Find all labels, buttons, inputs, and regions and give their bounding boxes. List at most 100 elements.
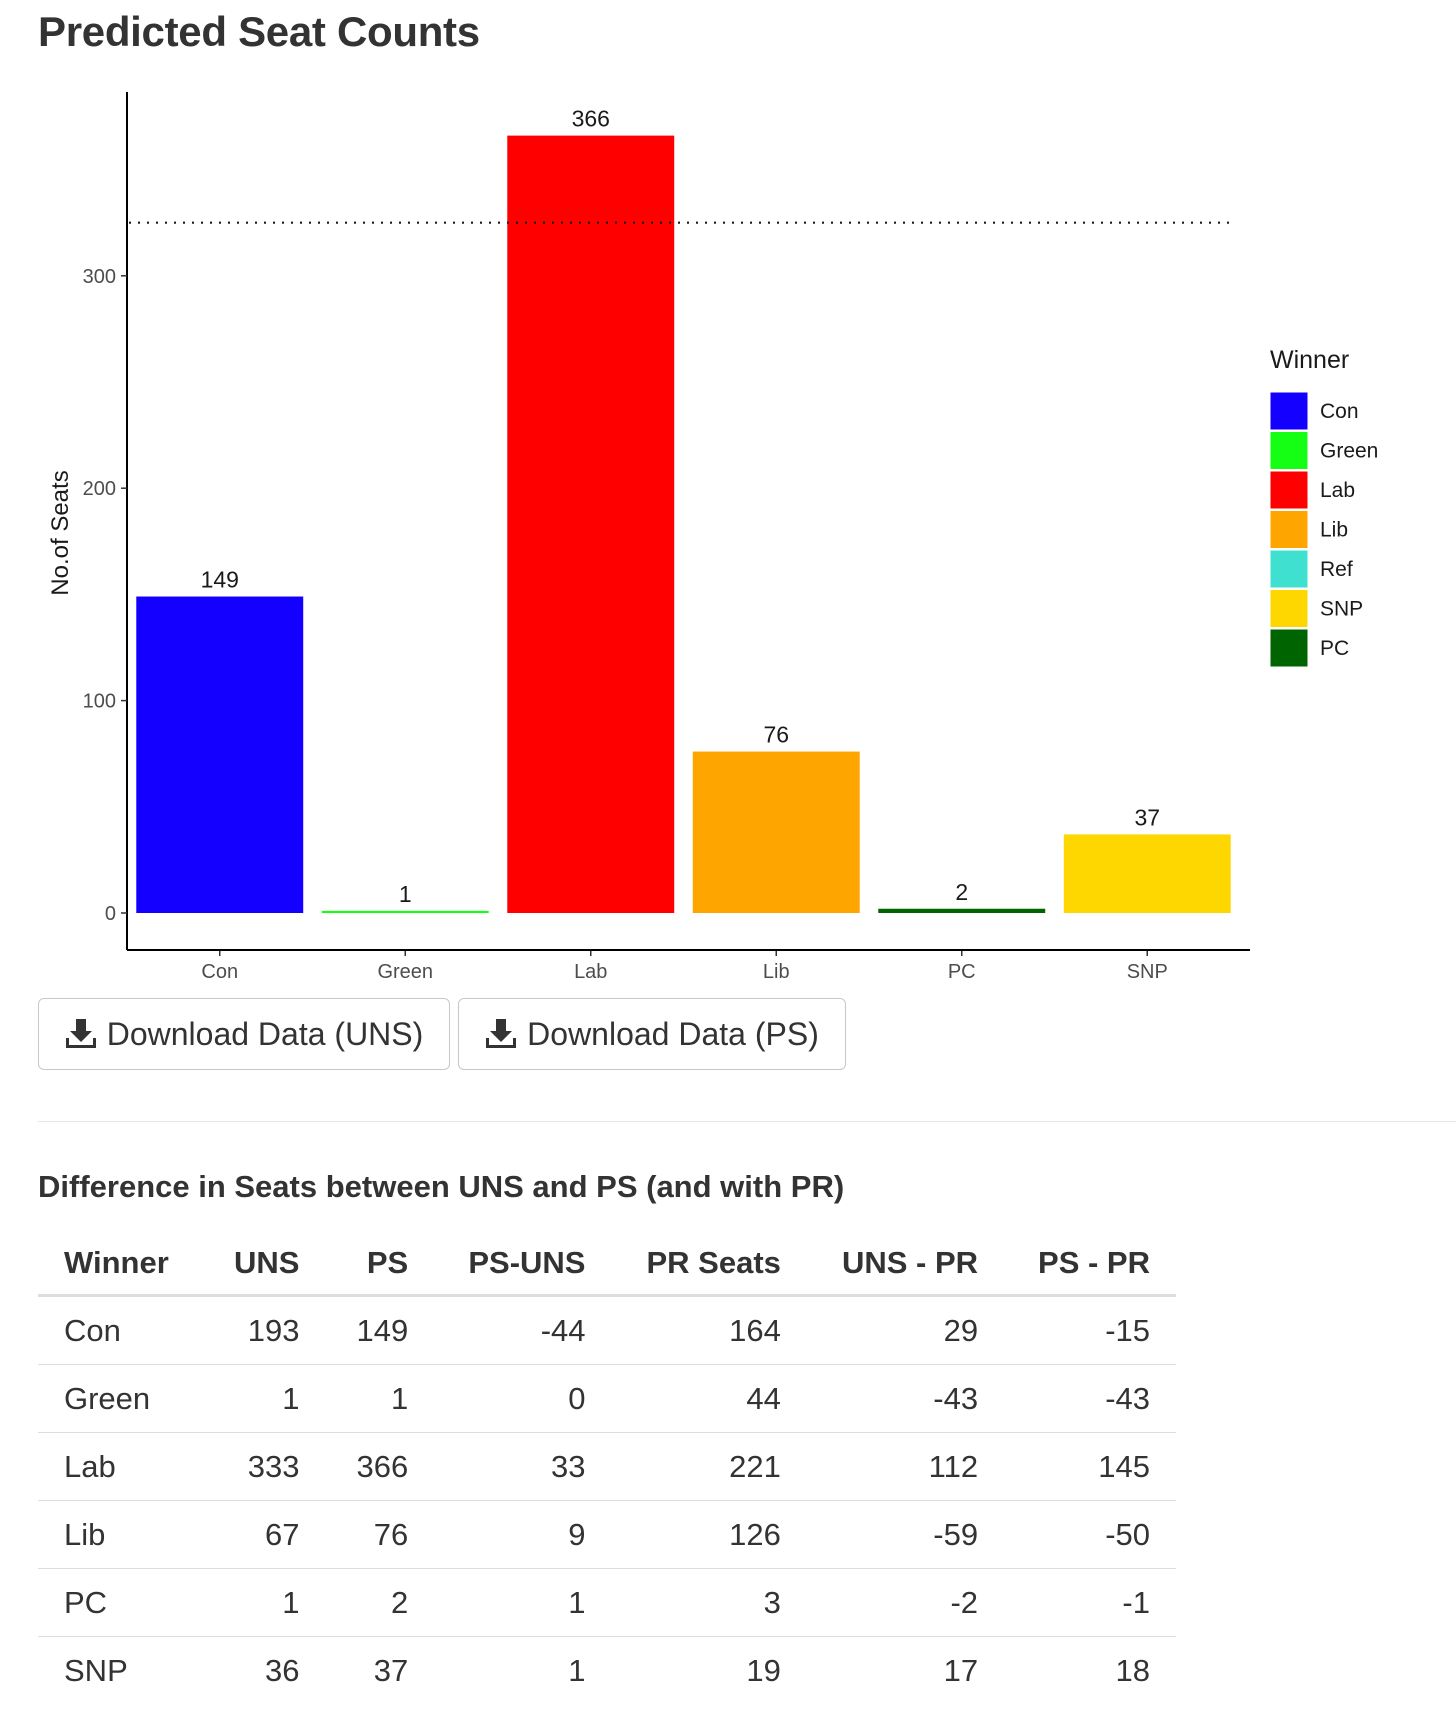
cell-pr-seats: 221 <box>611 1432 807 1501</box>
cell-uns: 36 <box>202 1636 326 1704</box>
cell-ps-pr: -50 <box>1004 1500 1176 1569</box>
table-row: Con 193 149 -44 164 29 -15 <box>38 1296 1176 1365</box>
bar-snp <box>1063 834 1231 913</box>
bar-value-label: 1 <box>399 881 412 907</box>
y-tick-label: 200 <box>83 478 116 500</box>
cell-uns-pr: 29 <box>943 1312 979 1348</box>
cell-winner: SNP <box>38 1636 203 1704</box>
cell-ps: 1 <box>325 1364 435 1433</box>
bar-value-label: 366 <box>572 106 610 132</box>
cell-ps: 37 <box>325 1636 435 1704</box>
cell-ps-pr: -1 <box>1004 1568 1176 1637</box>
download-icon <box>65 1019 96 1048</box>
legend-label: Green <box>1320 440 1378 463</box>
header-uns-pr: UNS - PR <box>806 1232 1005 1297</box>
table-header-row: Winner UNS PS PS-UNS PR Seats UNS - PR P… <box>38 1232 1176 1297</box>
cell-uns: 193 <box>247 1312 300 1348</box>
y-tick-label: 100 <box>83 691 116 713</box>
cell-ps-pr: -15 <box>1105 1312 1150 1348</box>
cell-ps-uns: 1 <box>434 1568 612 1637</box>
cell-ps-pr: 145 <box>1004 1432 1176 1501</box>
cell-uns-pr: -59 <box>806 1500 1005 1569</box>
y-tick-label: 0 <box>105 903 116 925</box>
cell-winner: Lib <box>38 1500 203 1569</box>
x-tick-label: Lib <box>763 961 790 978</box>
legend-swatch-lib <box>1269 510 1309 549</box>
legend-label: PC <box>1320 637 1349 660</box>
seat-count-bar-chart: 149 Con 1 Green 366 Lab 76 Lib 2 PC 37 SNP 0 100 200 30… <box>47 92 1378 978</box>
cell-uns-pr: -43 <box>806 1364 1005 1433</box>
bar-value-label: 2 <box>955 879 968 905</box>
cell-pr-seats: 164 <box>729 1312 781 1348</box>
download-uns-label: Download Data (UNS) <box>106 1015 424 1052</box>
bar-green <box>321 910 489 913</box>
cell-ps-pr: 18 <box>1004 1636 1176 1704</box>
cell-ps: 149 <box>356 1312 409 1348</box>
cell-pr-seats: 126 <box>611 1500 807 1569</box>
download-ps-button[interactable]: Download Data (PS) <box>458 998 846 1070</box>
header-pr-seats: PR Seats <box>611 1232 807 1297</box>
cell-ps-uns: 33 <box>434 1432 612 1501</box>
legend-label: SNP <box>1320 598 1363 621</box>
legend-swatch-snp <box>1269 589 1309 628</box>
legend-title: Winner <box>1270 346 1349 374</box>
x-tick-label: Green <box>377 961 433 978</box>
bar-lab <box>507 135 675 914</box>
seat-difference-table: Winner UNS PS PS-UNS PR Seats UNS - PR P… <box>38 1232 1176 1704</box>
table-row: SNP 36 37 1 19 17 18 <box>38 1636 1176 1704</box>
download-ps-label: Download Data (PS) <box>527 1015 819 1052</box>
legend-swatch-con <box>1269 391 1309 431</box>
x-tick-label: SNP <box>1127 961 1168 978</box>
cell-ps: 366 <box>325 1432 435 1501</box>
cell-ps-uns: 9 <box>434 1500 612 1569</box>
cell-uns: 333 <box>202 1432 326 1501</box>
cell-uns: 67 <box>202 1500 326 1569</box>
cell-ps-pr: -43 <box>1004 1364 1176 1433</box>
y-axis-label: No.of Seats <box>47 470 74 595</box>
cell-pr-seats: 3 <box>611 1568 807 1637</box>
download-uns-button[interactable]: Download Data (UNS) <box>38 998 450 1070</box>
cell-uns: 1 <box>202 1568 326 1637</box>
cell-uns-pr: 17 <box>806 1636 1005 1704</box>
bar-con <box>136 596 304 913</box>
table-row: Green 1 1 0 44 -43 -43 <box>38 1364 1176 1433</box>
cell-ps: 76 <box>325 1500 435 1569</box>
section-divider <box>38 1121 1456 1122</box>
legend-label: Ref <box>1320 558 1353 581</box>
cell-uns-pr: 112 <box>806 1432 1005 1501</box>
page-title: Predicted Seat Counts <box>38 8 480 55</box>
cell-winner: Green <box>38 1364 203 1433</box>
bar-value-label: 76 <box>763 722 789 748</box>
bar-value-label: 37 <box>1134 804 1160 830</box>
cell-ps-uns: 0 <box>434 1364 612 1433</box>
legend-label: Con <box>1320 400 1359 423</box>
y-tick-label: 300 <box>83 266 116 288</box>
legend-swatch-ref <box>1269 549 1309 589</box>
cell-winner: PC <box>38 1568 203 1637</box>
header-ps: PS <box>325 1232 435 1297</box>
header-winner: Winner <box>38 1232 203 1297</box>
download-icon <box>486 1019 517 1048</box>
cell-ps-uns: 1 <box>434 1636 612 1704</box>
legend-label: Lab <box>1320 479 1355 502</box>
header-ps-pr: PS - PR <box>1004 1232 1176 1297</box>
cell-winner: Lab <box>38 1432 203 1501</box>
cell-uns: 1 <box>202 1364 326 1433</box>
cell-uns-pr: -2 <box>806 1568 1005 1637</box>
x-tick-label: PC <box>948 961 976 978</box>
x-tick-label: Con <box>201 961 238 978</box>
legend-label: Lib <box>1320 519 1348 542</box>
cell-pr-seats: 19 <box>611 1636 807 1704</box>
legend-swatch-green <box>1269 431 1309 470</box>
cell-ps: 2 <box>325 1568 435 1637</box>
cell-ps-uns: -44 <box>540 1312 586 1348</box>
header-ps-uns: PS-UNS <box>434 1232 612 1297</box>
cell-pr-seats: 44 <box>611 1364 807 1433</box>
header-uns: UNS <box>202 1232 326 1297</box>
table-title: Difference in Seats between UNS and PS (… <box>38 1169 845 1204</box>
bar-pc <box>878 908 1046 913</box>
table-row: Lab 333 366 33 221 112 145 <box>38 1432 1176 1501</box>
x-tick-label: Lab <box>574 961 607 978</box>
bar-value-label: 149 <box>201 567 239 593</box>
bar-lib <box>692 751 860 913</box>
